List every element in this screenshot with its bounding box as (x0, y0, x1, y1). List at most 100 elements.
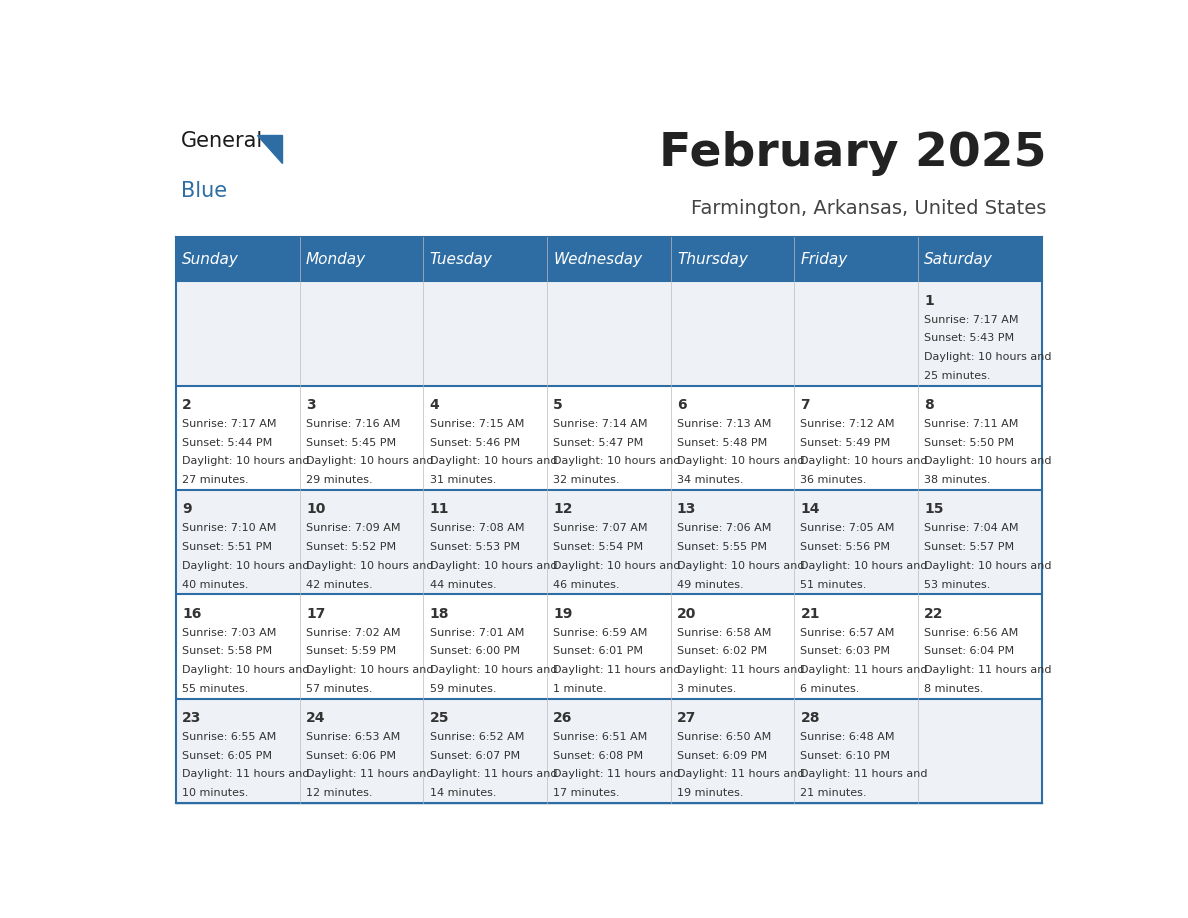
Text: 27: 27 (677, 711, 696, 725)
Text: Sunset: 5:58 PM: Sunset: 5:58 PM (182, 646, 272, 656)
Text: 27 minutes.: 27 minutes. (182, 476, 249, 486)
Text: 16: 16 (182, 607, 202, 621)
Text: 19 minutes.: 19 minutes. (677, 789, 744, 799)
Text: Sunrise: 7:03 AM: Sunrise: 7:03 AM (182, 628, 277, 638)
Text: Daylight: 10 hours and: Daylight: 10 hours and (307, 561, 434, 571)
Text: 51 minutes.: 51 minutes. (801, 579, 867, 589)
Text: Sunset: 6:00 PM: Sunset: 6:00 PM (430, 646, 519, 656)
Text: 29 minutes.: 29 minutes. (307, 476, 373, 486)
Text: 34 minutes.: 34 minutes. (677, 476, 744, 486)
Text: 21 minutes.: 21 minutes. (801, 789, 867, 799)
Text: Daylight: 11 hours and: Daylight: 11 hours and (554, 666, 681, 675)
Text: Sunday: Sunday (182, 252, 239, 267)
Bar (546, 386, 671, 490)
Text: Sunset: 5:54 PM: Sunset: 5:54 PM (554, 542, 644, 552)
Text: Sunrise: 7:17 AM: Sunrise: 7:17 AM (182, 419, 277, 429)
Text: Thursday: Thursday (677, 252, 747, 267)
Text: Sunset: 6:07 PM: Sunset: 6:07 PM (430, 751, 519, 761)
Text: 40 minutes.: 40 minutes. (182, 579, 248, 589)
Text: 7: 7 (801, 398, 810, 412)
Text: 21: 21 (801, 607, 820, 621)
Text: Daylight: 10 hours and: Daylight: 10 hours and (182, 666, 310, 675)
Text: 10 minutes.: 10 minutes. (182, 789, 248, 799)
Text: 6 minutes.: 6 minutes. (801, 684, 860, 694)
Text: 13: 13 (677, 502, 696, 517)
Text: Wednesday: Wednesday (554, 252, 643, 267)
Text: Sunrise: 6:51 AM: Sunrise: 6:51 AM (554, 732, 647, 742)
Bar (299, 238, 423, 281)
Text: Daylight: 10 hours and: Daylight: 10 hours and (182, 561, 310, 571)
Bar (918, 490, 1042, 594)
Text: 8 minutes.: 8 minutes. (924, 684, 984, 694)
Text: 53 minutes.: 53 minutes. (924, 579, 991, 589)
Bar (671, 699, 795, 803)
Bar (423, 594, 546, 699)
Text: 28: 28 (801, 711, 820, 725)
Text: Friday: Friday (801, 252, 848, 267)
Text: Sunset: 5:53 PM: Sunset: 5:53 PM (430, 542, 519, 552)
Text: 24: 24 (307, 711, 326, 725)
Text: Sunset: 5:46 PM: Sunset: 5:46 PM (430, 438, 519, 448)
Bar (795, 594, 918, 699)
Text: 42 minutes.: 42 minutes. (307, 579, 373, 589)
Bar (795, 281, 918, 386)
Text: 22: 22 (924, 607, 943, 621)
Bar (795, 386, 918, 490)
Text: 57 minutes.: 57 minutes. (307, 684, 373, 694)
Text: Sunset: 6:10 PM: Sunset: 6:10 PM (801, 751, 891, 761)
Text: Sunset: 5:49 PM: Sunset: 5:49 PM (801, 438, 891, 448)
Text: 20: 20 (677, 607, 696, 621)
Text: Daylight: 11 hours and: Daylight: 11 hours and (182, 769, 310, 779)
Text: Sunrise: 7:07 AM: Sunrise: 7:07 AM (554, 523, 647, 533)
Text: Sunrise: 6:58 AM: Sunrise: 6:58 AM (677, 628, 771, 638)
Text: Daylight: 11 hours and: Daylight: 11 hours and (430, 769, 557, 779)
Text: 1 minute.: 1 minute. (554, 684, 607, 694)
Text: 14: 14 (801, 502, 820, 517)
Text: Daylight: 11 hours and: Daylight: 11 hours and (801, 666, 928, 675)
Bar (546, 238, 671, 281)
Bar (671, 490, 795, 594)
Polygon shape (257, 135, 282, 163)
Text: 11: 11 (430, 502, 449, 517)
Text: Sunrise: 7:10 AM: Sunrise: 7:10 AM (182, 523, 277, 533)
Text: Sunset: 5:52 PM: Sunset: 5:52 PM (307, 542, 396, 552)
Text: Sunset: 6:08 PM: Sunset: 6:08 PM (554, 751, 644, 761)
Text: Sunset: 5:55 PM: Sunset: 5:55 PM (677, 542, 766, 552)
Bar (176, 594, 299, 699)
Text: Sunrise: 6:59 AM: Sunrise: 6:59 AM (554, 628, 647, 638)
Text: 19: 19 (554, 607, 573, 621)
Text: Daylight: 10 hours and: Daylight: 10 hours and (677, 456, 804, 466)
Text: Sunset: 5:43 PM: Sunset: 5:43 PM (924, 333, 1015, 343)
Text: Sunrise: 6:50 AM: Sunrise: 6:50 AM (677, 732, 771, 742)
Text: Daylight: 10 hours and: Daylight: 10 hours and (924, 456, 1051, 466)
Text: 49 minutes.: 49 minutes. (677, 579, 744, 589)
Text: Daylight: 11 hours and: Daylight: 11 hours and (307, 769, 434, 779)
Text: 26: 26 (554, 711, 573, 725)
Text: 15: 15 (924, 502, 943, 517)
Text: Sunset: 5:44 PM: Sunset: 5:44 PM (182, 438, 272, 448)
Text: Sunset: 5:47 PM: Sunset: 5:47 PM (554, 438, 644, 448)
Text: Farmington, Arkansas, United States: Farmington, Arkansas, United States (690, 198, 1047, 218)
Text: 25: 25 (430, 711, 449, 725)
Bar (299, 699, 423, 803)
Text: Sunrise: 7:04 AM: Sunrise: 7:04 AM (924, 523, 1018, 533)
Text: Sunset: 6:05 PM: Sunset: 6:05 PM (182, 751, 272, 761)
Text: 36 minutes.: 36 minutes. (801, 476, 867, 486)
Text: Sunset: 5:51 PM: Sunset: 5:51 PM (182, 542, 272, 552)
Bar (671, 238, 795, 281)
Text: General: General (181, 131, 263, 151)
Text: 17: 17 (307, 607, 326, 621)
Text: Sunrise: 6:53 AM: Sunrise: 6:53 AM (307, 732, 400, 742)
Bar (176, 238, 299, 281)
Bar (423, 281, 546, 386)
Text: 10: 10 (307, 502, 326, 517)
Bar (299, 281, 423, 386)
Text: Daylight: 10 hours and: Daylight: 10 hours and (801, 456, 928, 466)
Bar (918, 386, 1042, 490)
Text: Monday: Monday (307, 252, 366, 267)
Text: Daylight: 10 hours and: Daylight: 10 hours and (430, 666, 557, 675)
Text: Sunset: 6:03 PM: Sunset: 6:03 PM (801, 646, 891, 656)
Text: Sunrise: 6:56 AM: Sunrise: 6:56 AM (924, 628, 1018, 638)
Text: 32 minutes.: 32 minutes. (554, 476, 620, 486)
Bar (299, 490, 423, 594)
